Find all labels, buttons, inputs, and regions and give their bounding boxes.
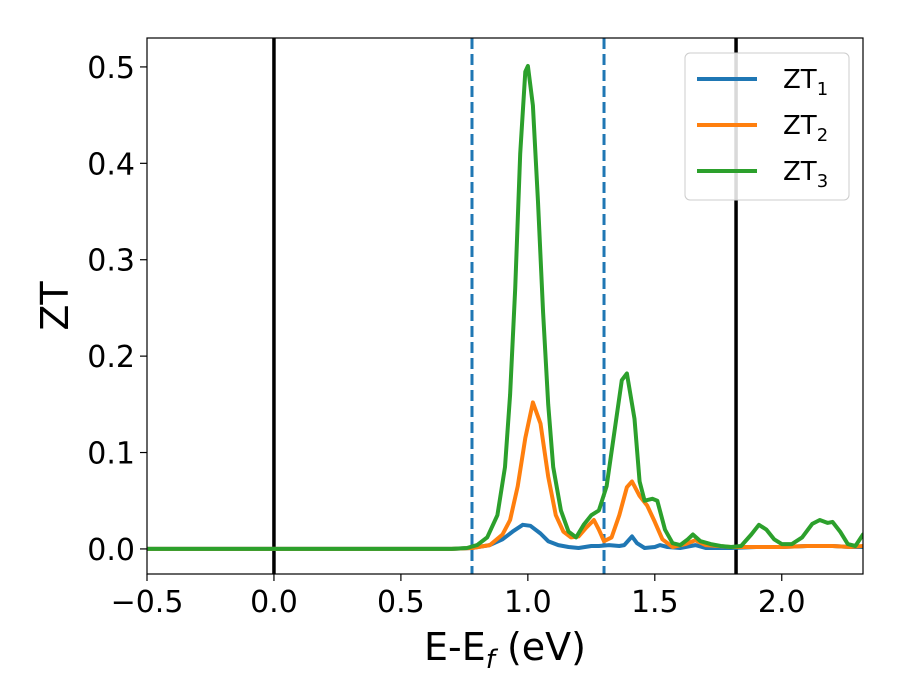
series-line-zt3 (147, 64, 863, 551)
y-tick-label: 0.2 (87, 340, 135, 375)
x-tick-label: 1.5 (631, 585, 679, 620)
x-tick-label: 0.5 (377, 585, 425, 620)
x-axis-ticks: −0.5 0.0 0.5 1.0 1.5 2.0 (111, 574, 806, 620)
vertical-reference-lines (272, 38, 738, 574)
plot-frame (146, 37, 864, 575)
x-tick-label: 1.0 (504, 585, 552, 620)
legend-label-zt1: ZT1 (783, 65, 828, 100)
series-lines (147, 64, 863, 551)
y-tick-label: 0.5 (87, 51, 135, 86)
legend-label-zt3: ZT3 (783, 157, 828, 192)
y-tick-label: 0.4 (87, 147, 135, 182)
legend-label-zt2: ZT2 (783, 111, 828, 146)
x-tick-label: −0.5 (111, 585, 184, 620)
y-tick-label: 0.0 (87, 533, 135, 568)
x-tick-label: 2.0 (758, 585, 806, 620)
y-tick-label: 0.1 (87, 437, 135, 472)
y-tick-label: 0.3 (87, 244, 135, 279)
legend: ZT1 ZT2 ZT3 (684, 52, 850, 201)
legend-box (684, 52, 850, 201)
x-tick-label: 0.0 (250, 585, 298, 620)
x-axis-label: E-Ef (eV) (424, 625, 586, 675)
y-axis-ticks: 0.0 0.1 0.2 0.3 0.4 0.5 (87, 51, 147, 568)
y-axis-label: ZT (33, 281, 77, 331)
